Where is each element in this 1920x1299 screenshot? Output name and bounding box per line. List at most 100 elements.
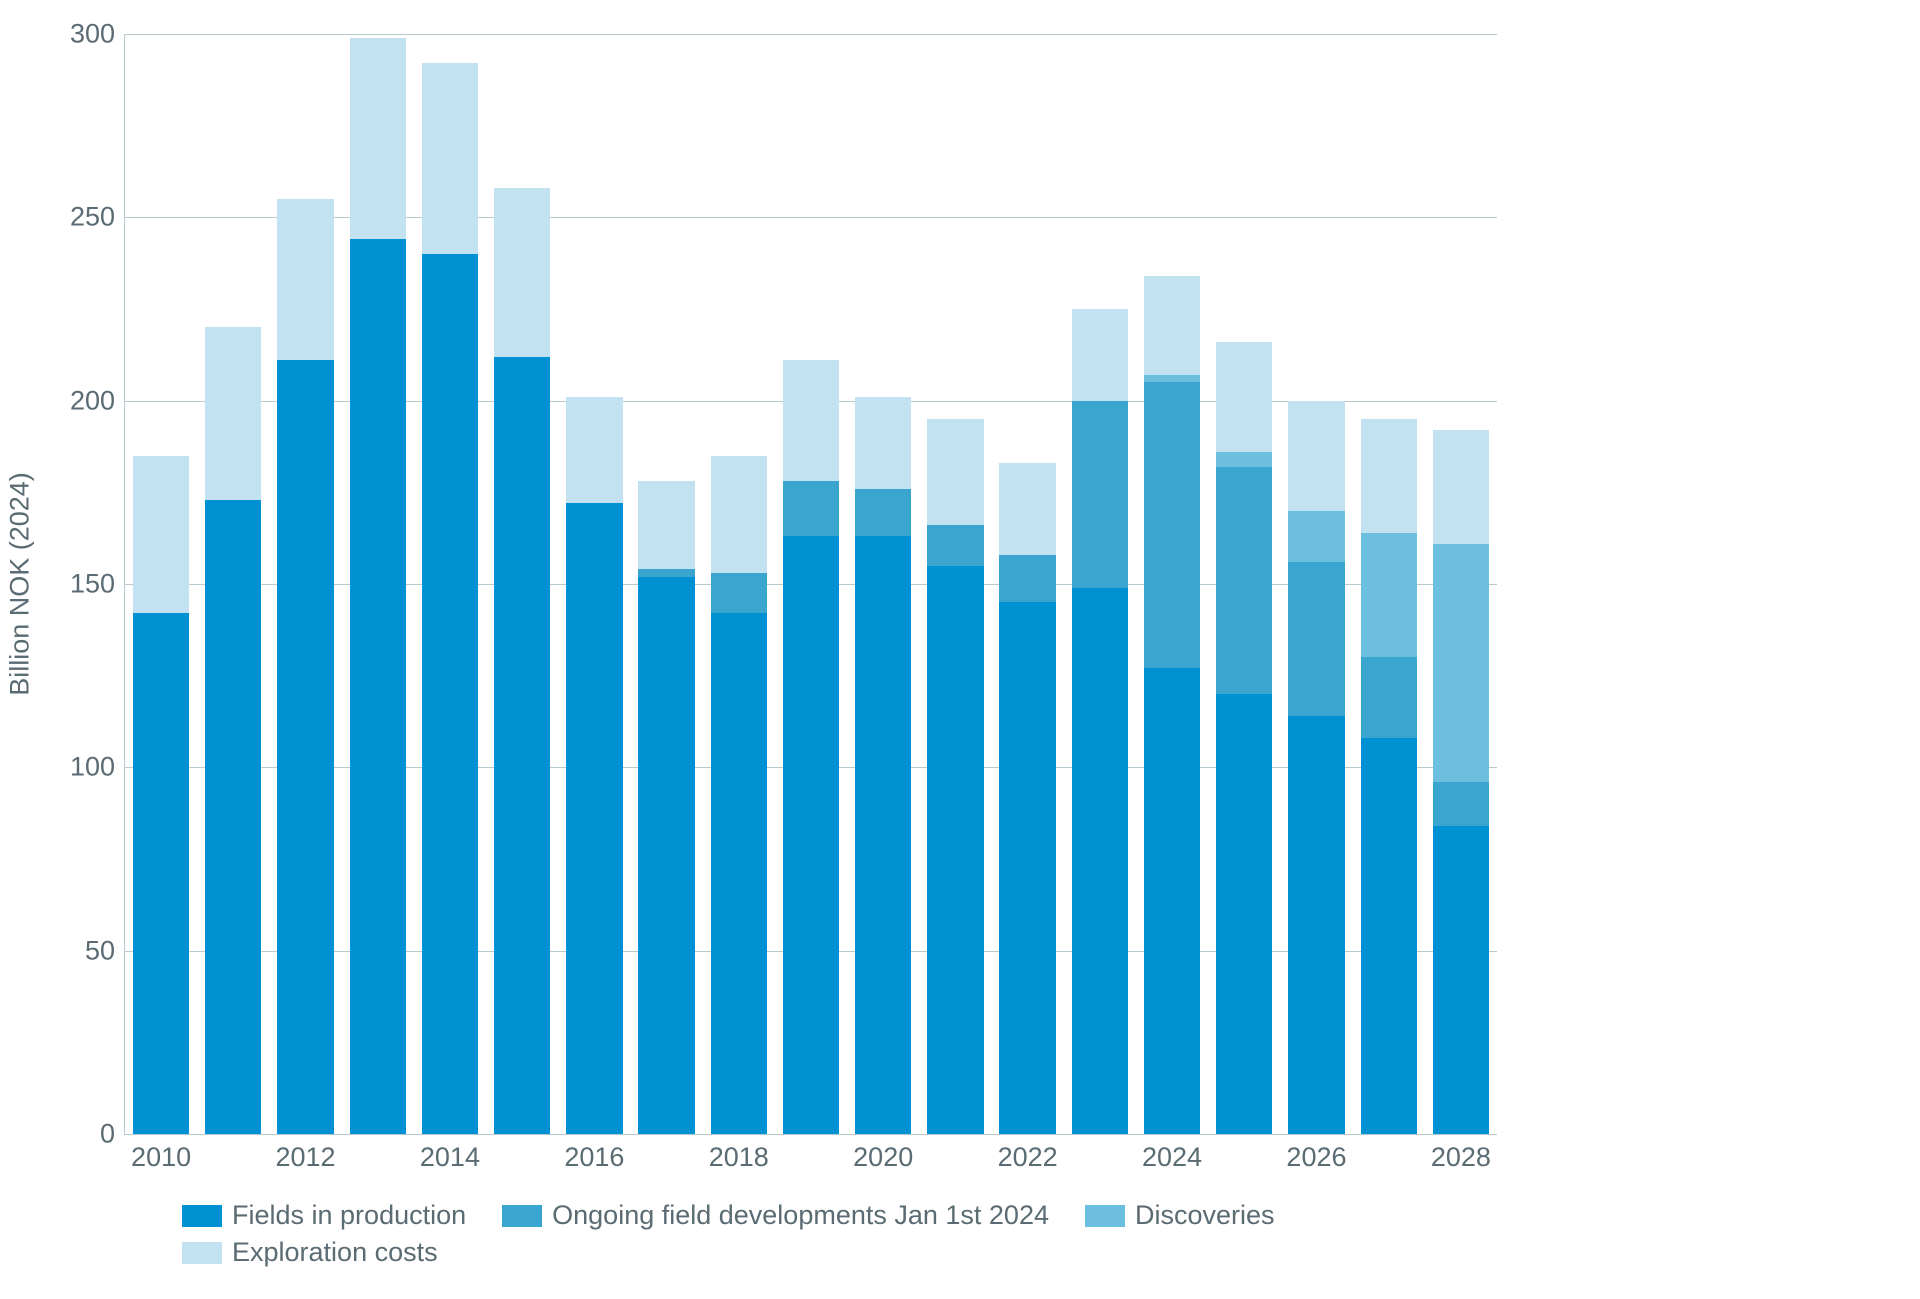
y-tick-label: 200 — [70, 385, 125, 416]
bar-2019 — [783, 360, 839, 1134]
bar-2017 — [638, 481, 694, 1134]
bar-2020 — [855, 397, 911, 1134]
bar-segment-fields_in_production — [277, 360, 333, 1134]
bar-segment-ongoing_developments — [638, 569, 694, 576]
bar-segment-fields_in_production — [855, 536, 911, 1134]
bar-segment-exploration_costs — [1288, 401, 1344, 511]
legend-item-discoveries: Discoveries — [1085, 1200, 1275, 1231]
bar-2011 — [205, 327, 261, 1134]
x-tick-label: 2018 — [709, 1134, 769, 1173]
x-tick-label: 2012 — [275, 1134, 335, 1173]
bar-segment-exploration_costs — [1144, 276, 1200, 375]
x-tick-label: 2020 — [853, 1134, 913, 1173]
legend-label: Fields in production — [232, 1200, 466, 1231]
bar-segment-ongoing_developments — [1144, 382, 1200, 668]
bar-segment-exploration_costs — [494, 188, 550, 357]
bar-segment-fields_in_production — [566, 503, 622, 1134]
bar-segment-discoveries — [1216, 452, 1272, 467]
bar-segment-exploration_costs — [566, 397, 622, 503]
legend-label: Ongoing field developments Jan 1st 2024 — [552, 1200, 1049, 1231]
bar-segment-exploration_costs — [711, 456, 767, 573]
bar-2024 — [1144, 276, 1200, 1134]
bar-2027 — [1361, 419, 1417, 1134]
bar-segment-exploration_costs — [927, 419, 983, 525]
bar-segment-fields_in_production — [999, 602, 1055, 1134]
bar-segment-fields_in_production — [494, 357, 550, 1134]
bar-segment-exploration_costs — [1072, 309, 1128, 401]
legend-swatch — [502, 1205, 542, 1227]
bar-segment-exploration_costs — [999, 463, 1055, 555]
bar-segment-discoveries — [1433, 544, 1489, 782]
bar-segment-fields_in_production — [927, 566, 983, 1134]
bar-segment-exploration_costs — [855, 397, 911, 489]
x-tick-label: 2028 — [1431, 1134, 1491, 1173]
bar-segment-ongoing_developments — [999, 555, 1055, 603]
bar-segment-discoveries — [1288, 511, 1344, 562]
bar-2026 — [1288, 401, 1344, 1134]
bar-segment-exploration_costs — [638, 481, 694, 569]
bar-2025 — [1216, 342, 1272, 1134]
x-tick-label: 2022 — [998, 1134, 1058, 1173]
bar-segment-ongoing_developments — [1288, 562, 1344, 716]
bar-segment-exploration_costs — [277, 199, 333, 360]
x-tick-label: 2010 — [131, 1134, 191, 1173]
bar-segment-exploration_costs — [783, 360, 839, 481]
bar-segment-fields_in_production — [422, 254, 478, 1134]
bar-segment-fields_in_production — [1288, 716, 1344, 1134]
bar-segment-ongoing_developments — [783, 481, 839, 536]
bar-2023 — [1072, 309, 1128, 1134]
bar-segment-fields_in_production — [1216, 694, 1272, 1134]
bar-2016 — [566, 397, 622, 1134]
bar-segment-exploration_costs — [1216, 342, 1272, 452]
bar-segment-exploration_costs — [133, 456, 189, 614]
bar-segment-exploration_costs — [1361, 419, 1417, 533]
legend-swatch — [1085, 1205, 1125, 1227]
bar-segment-fields_in_production — [638, 577, 694, 1134]
bar-segment-fields_in_production — [1144, 668, 1200, 1134]
bar-segment-exploration_costs — [350, 38, 406, 240]
y-axis-label: Billion NOK (2024) — [5, 472, 36, 696]
bar-segment-exploration_costs — [422, 63, 478, 254]
bar-2022 — [999, 463, 1055, 1134]
x-tick-label: 2016 — [564, 1134, 624, 1173]
bar-segment-discoveries — [1144, 375, 1200, 382]
bar-2014 — [422, 63, 478, 1134]
bar-2012 — [277, 199, 333, 1134]
x-tick-label: 2024 — [1142, 1134, 1202, 1173]
bar-2010 — [133, 456, 189, 1134]
bar-segment-fields_in_production — [783, 536, 839, 1134]
y-tick-label: 300 — [70, 19, 125, 50]
bar-segment-fields_in_production — [1361, 738, 1417, 1134]
bar-2021 — [927, 419, 983, 1134]
bar-segment-discoveries — [1361, 533, 1417, 658]
y-tick-label: 50 — [85, 935, 125, 966]
bar-segment-fields_in_production — [350, 239, 406, 1134]
bar-segment-fields_in_production — [1433, 826, 1489, 1134]
y-tick-label: 0 — [100, 1119, 125, 1150]
legend-swatch — [182, 1242, 222, 1264]
bar-segment-ongoing_developments — [1361, 657, 1417, 738]
bar-segment-exploration_costs — [205, 327, 261, 499]
bar-segment-ongoing_developments — [927, 525, 983, 565]
bar-segment-exploration_costs — [1433, 430, 1489, 544]
plot-area: 0501001502002503002010201220142016201820… — [124, 34, 1497, 1135]
investment-chart: Billion NOK (2024)0501001502002503002010… — [0, 0, 1920, 1299]
legend-item-exploration_costs: Exploration costs — [182, 1237, 438, 1268]
y-tick-label: 100 — [70, 752, 125, 783]
bar-segment-ongoing_developments — [1216, 467, 1272, 694]
bar-segment-ongoing_developments — [855, 489, 911, 537]
legend-item-fields_in_production: Fields in production — [182, 1200, 466, 1231]
y-tick-label: 250 — [70, 202, 125, 233]
bar-segment-ongoing_developments — [1072, 401, 1128, 588]
bar-2013 — [350, 38, 406, 1134]
bar-segment-fields_in_production — [205, 500, 261, 1134]
y-tick-label: 150 — [70, 569, 125, 600]
legend-label: Exploration costs — [232, 1237, 438, 1268]
bar-segment-fields_in_production — [711, 613, 767, 1134]
bars-layer — [125, 34, 1497, 1134]
legend-label: Discoveries — [1135, 1200, 1275, 1231]
legend-swatch — [182, 1205, 222, 1227]
legend-item-ongoing_developments: Ongoing field developments Jan 1st 2024 — [502, 1200, 1049, 1231]
bar-2015 — [494, 188, 550, 1134]
bar-segment-fields_in_production — [1072, 588, 1128, 1134]
